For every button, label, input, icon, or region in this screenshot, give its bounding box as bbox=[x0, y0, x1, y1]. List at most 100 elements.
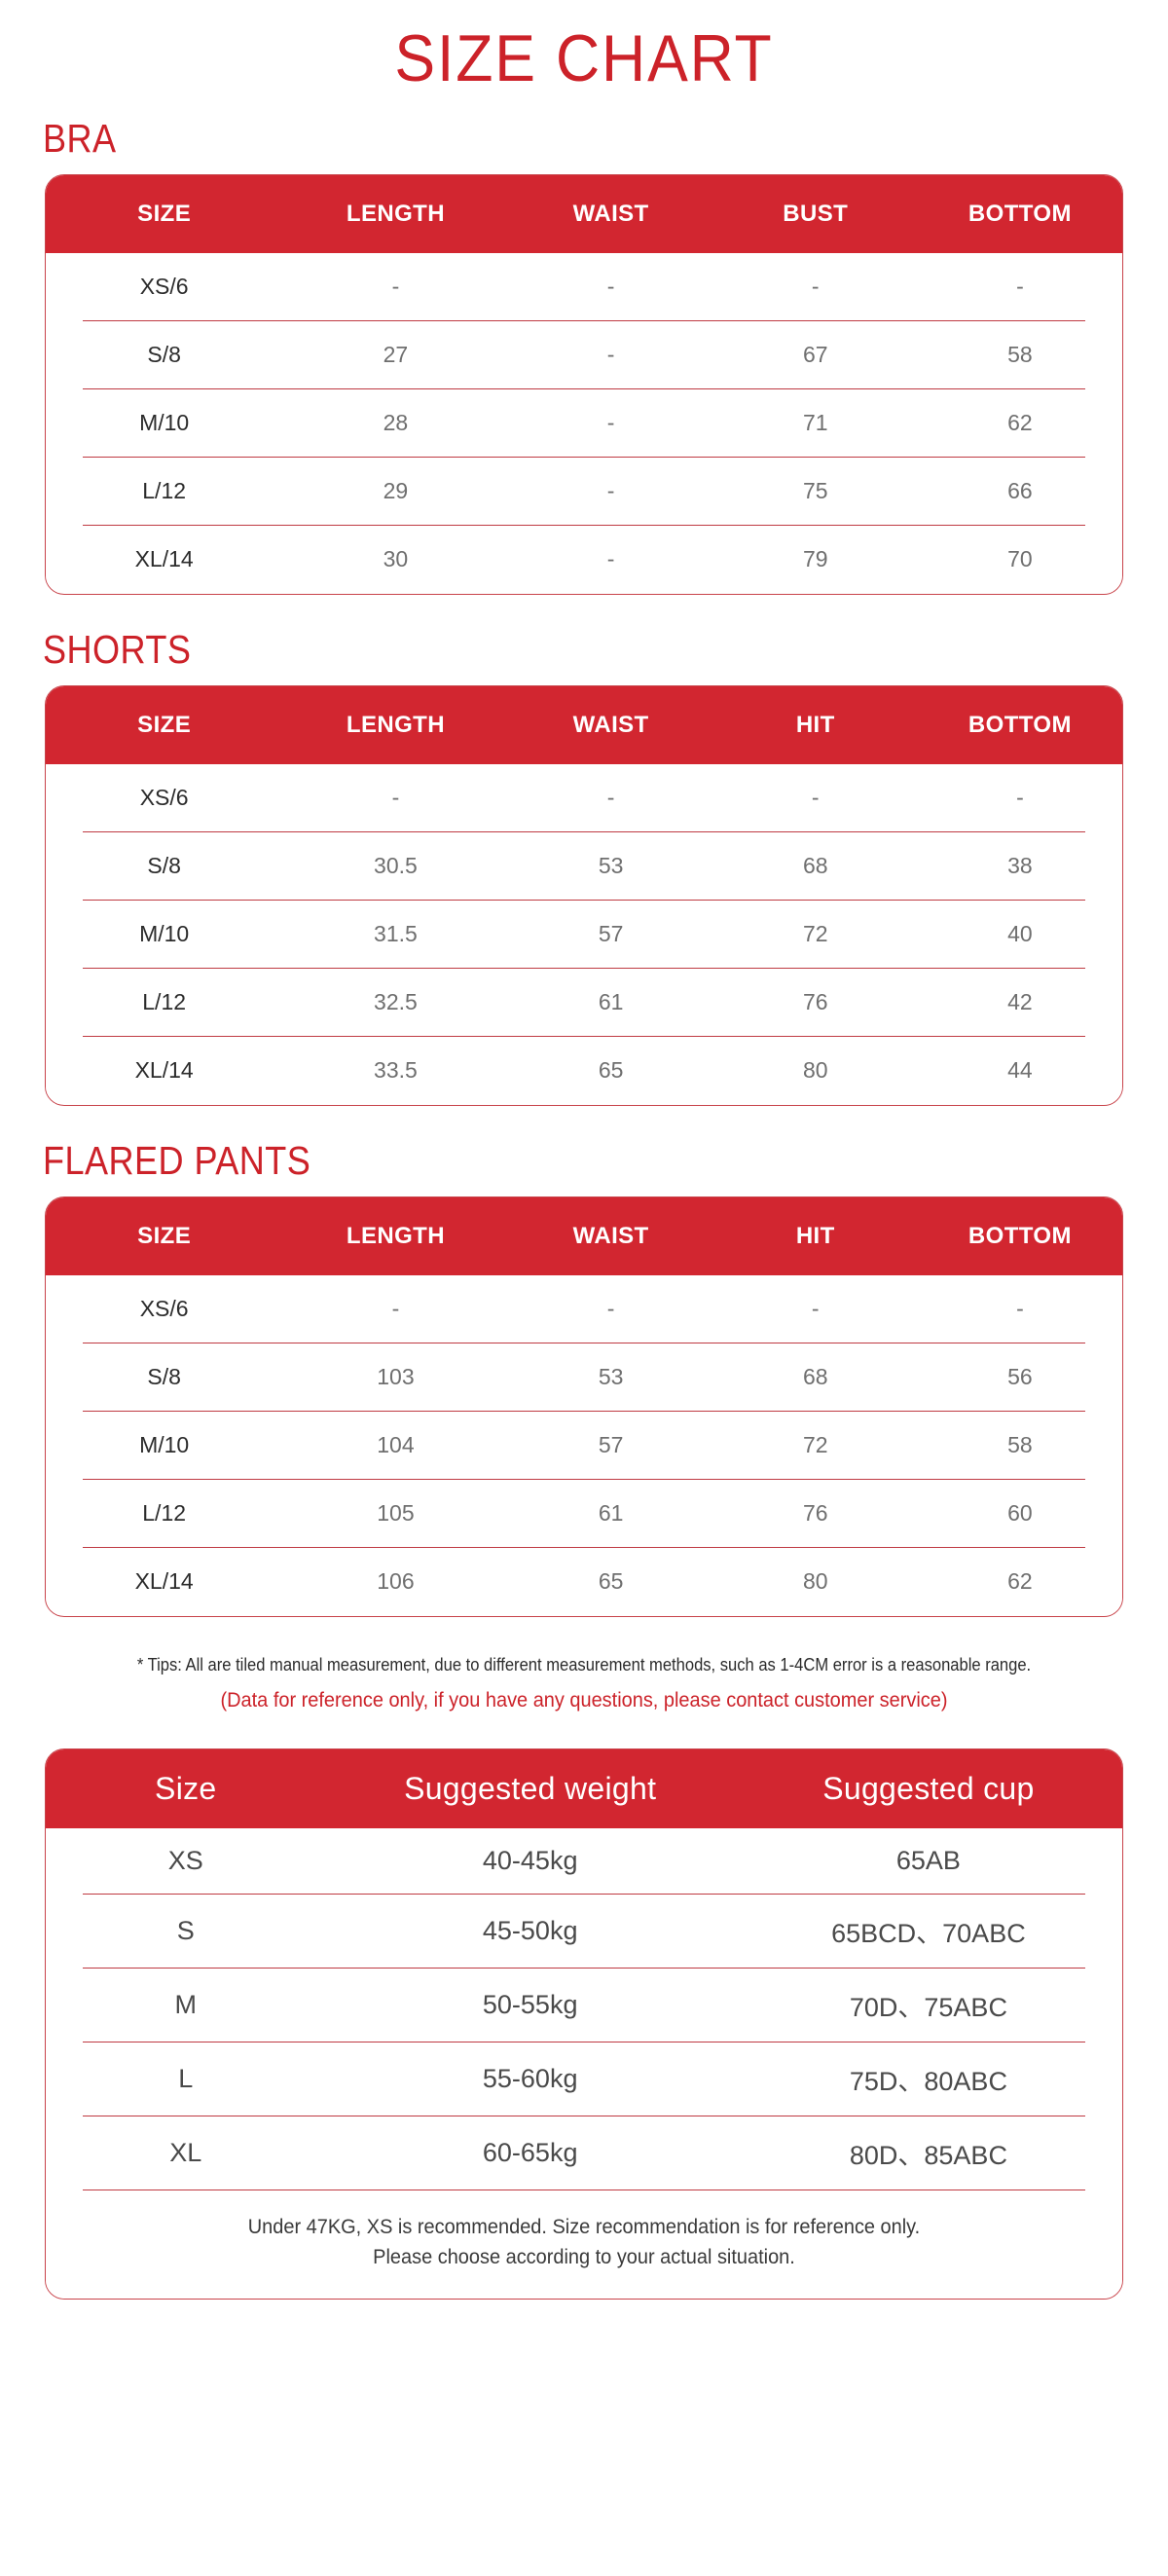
table-row: M/10 31.5 57 72 40 bbox=[46, 900, 1122, 970]
cell-weight: 60-65kg bbox=[325, 2116, 735, 2190]
section-heading-bra: BRA bbox=[43, 116, 117, 161]
table-row: XL 60-65kg 80D、85ABC bbox=[46, 2116, 1122, 2190]
cell-bottom: 70 bbox=[917, 525, 1122, 594]
tips-measurement-note: * Tips: All are tiled manual measurement… bbox=[136, 1655, 1032, 1675]
cell-size: XS/6 bbox=[46, 1275, 283, 1343]
section-heading-flared-pants: FLARED PANTS bbox=[43, 1138, 311, 1184]
table-row: S/8 27 - 67 58 bbox=[46, 320, 1122, 390]
column-header-waist: WAIST bbox=[508, 686, 713, 765]
cell-length: 30.5 bbox=[282, 831, 509, 902]
cell-cup: 65BCD、70ABC bbox=[734, 1894, 1122, 1969]
cell-length: 29 bbox=[282, 457, 509, 527]
cell-length: 30 bbox=[282, 525, 509, 594]
cell-hit: - bbox=[712, 764, 918, 833]
cell-size: M/10 bbox=[46, 1411, 283, 1480]
table-header-recommendation: Size Suggested weight Suggested cup bbox=[46, 1748, 1122, 1828]
table-row: S 45-50kg 65BCD、70ABC bbox=[46, 1894, 1122, 1969]
cell-size: L bbox=[46, 2042, 326, 2116]
cell-hit: - bbox=[712, 1275, 918, 1344]
cell-waist: 61 bbox=[508, 1479, 713, 1549]
cell-waist: - bbox=[508, 320, 713, 390]
cell-size: S bbox=[46, 1894, 326, 1969]
column-header-hit: HIT bbox=[712, 686, 918, 765]
cell-bottom: - bbox=[917, 253, 1122, 321]
column-header-size: SIZE bbox=[46, 1197, 283, 1276]
table-row: L/12 105 61 76 60 bbox=[46, 1479, 1122, 1549]
table-row: S/8 103 53 68 56 bbox=[46, 1343, 1122, 1413]
size-chart-page: SIZE CHART BRA SIZE LENGTH WAIST BUST BO… bbox=[0, 25, 1168, 2300]
column-header-size: Size bbox=[46, 1748, 326, 1828]
cell-hit: 68 bbox=[712, 831, 918, 902]
table-header-bra: SIZE LENGTH WAIST BUST BOTTOM bbox=[46, 175, 1122, 254]
column-header-hit: HIT bbox=[712, 1197, 918, 1276]
cell-hit: 80 bbox=[712, 1547, 918, 1616]
column-header-waist: WAIST bbox=[508, 1197, 713, 1276]
cell-bottom: 66 bbox=[917, 457, 1122, 526]
cell-size: XL bbox=[46, 2116, 326, 2190]
column-header-size: SIZE bbox=[46, 686, 283, 765]
cell-bottom: 58 bbox=[917, 320, 1122, 389]
cell-waist: - bbox=[508, 764, 713, 833]
table-row: M 50-55kg 70D、75ABC bbox=[46, 1968, 1122, 2042]
cell-size: S/8 bbox=[46, 320, 283, 389]
column-header-bottom: BOTTOM bbox=[917, 175, 1122, 254]
cell-length: 28 bbox=[282, 388, 509, 459]
cell-length: 103 bbox=[282, 1343, 509, 1413]
cell-waist: - bbox=[508, 525, 713, 594]
cell-bottom: 58 bbox=[917, 1411, 1122, 1480]
cell-cup: 70D、75ABC bbox=[734, 1968, 1122, 2042]
table-header-row: SIZE LENGTH WAIST BUST BOTTOM bbox=[46, 175, 1122, 254]
table-body-flared-pants: XS/6 - - - - S/8 103 53 68 56 M/10 bbox=[46, 1275, 1122, 1616]
cell-weight: 45-50kg bbox=[325, 1894, 735, 1969]
table-row: XL/14 30 - 79 70 bbox=[46, 525, 1122, 594]
column-header-waist: WAIST bbox=[508, 175, 713, 254]
table-row: XL/14 106 65 80 62 bbox=[46, 1547, 1122, 1616]
cell-waist: 53 bbox=[508, 1343, 713, 1413]
cell-bust: - bbox=[712, 253, 918, 322]
cell-hit: 80 bbox=[712, 1036, 918, 1105]
column-header-bottom: BOTTOM bbox=[917, 686, 1122, 765]
table-header-row: SIZE LENGTH WAIST HIT BOTTOM bbox=[46, 1197, 1122, 1276]
cell-waist: - bbox=[508, 457, 713, 527]
cell-weight: 40-45kg bbox=[325, 1827, 735, 1895]
table-card-size-recommendation: Size Suggested weight Suggested cup XS 4… bbox=[45, 1748, 1123, 2300]
column-header-size: SIZE bbox=[46, 175, 283, 254]
table-row: M/10 104 57 72 58 bbox=[46, 1411, 1122, 1481]
cell-size: M/10 bbox=[46, 900, 283, 969]
column-header-bottom: BOTTOM bbox=[917, 1197, 1122, 1276]
cell-bust: 79 bbox=[712, 525, 918, 594]
cell-waist: 57 bbox=[508, 1411, 713, 1481]
cell-hit: 76 bbox=[712, 968, 918, 1038]
tips-reference-note: (Data for reference only, if you have an… bbox=[220, 1688, 948, 1711]
cell-length: - bbox=[282, 253, 509, 322]
column-header-length: LENGTH bbox=[282, 175, 509, 254]
cell-weight: 50-55kg bbox=[325, 1968, 735, 2042]
cell-bust: 67 bbox=[712, 320, 918, 390]
table-header-shorts: SIZE LENGTH WAIST HIT BOTTOM bbox=[46, 686, 1122, 765]
cell-size: XS/6 bbox=[46, 764, 283, 832]
cell-length: 31.5 bbox=[282, 900, 509, 970]
cell-size: XL/14 bbox=[46, 1547, 283, 1616]
cell-bottom: 60 bbox=[917, 1479, 1122, 1548]
table-row: XS/6 - - - - bbox=[46, 764, 1122, 833]
cell-length: 104 bbox=[282, 1411, 509, 1481]
cell-waist: 65 bbox=[508, 1036, 713, 1105]
cell-length: 106 bbox=[282, 1547, 509, 1616]
cell-cup: 65AB bbox=[734, 1827, 1122, 1895]
cell-bottom: 44 bbox=[917, 1036, 1122, 1105]
cell-waist: - bbox=[508, 1275, 713, 1344]
section-flared-pants: FLARED PANTS SIZE LENGTH WAIST HIT BOTTO… bbox=[0, 1138, 1168, 1618]
cell-length: 33.5 bbox=[282, 1036, 509, 1105]
cell-cup: 80D、85ABC bbox=[734, 2116, 1122, 2190]
recommendation-footer-line-2: Please choose according to your actual s… bbox=[373, 2246, 795, 2269]
cell-waist: 61 bbox=[508, 968, 713, 1038]
table-card-flared-pants: SIZE LENGTH WAIST HIT BOTTOM XS/6 - - - … bbox=[45, 1196, 1123, 1618]
column-header-length: LENGTH bbox=[282, 1197, 509, 1276]
table-body-shorts: XS/6 - - - - S/8 30.5 53 68 38 M/10 bbox=[46, 764, 1122, 1105]
table-card-bra: SIZE LENGTH WAIST BUST BOTTOM XS/6 - - -… bbox=[45, 174, 1123, 596]
cell-waist: 57 bbox=[508, 900, 713, 970]
cell-length: - bbox=[282, 764, 509, 833]
cell-size: XS/6 bbox=[46, 253, 283, 321]
column-header-length: LENGTH bbox=[282, 686, 509, 765]
cell-size: M bbox=[46, 1968, 326, 2042]
